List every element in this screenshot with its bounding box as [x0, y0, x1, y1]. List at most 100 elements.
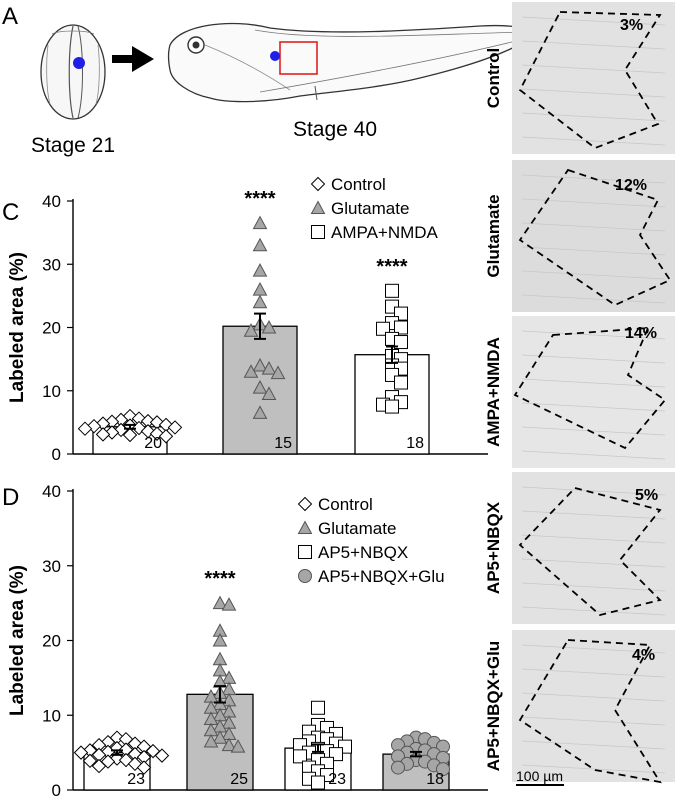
micrograph-percent: 4%: [632, 647, 655, 664]
legend-marker: [297, 520, 313, 535]
bar-group-1: 20: [77, 408, 183, 455]
legend-label: AP5+NBQX+Glu: [318, 567, 445, 586]
bar-group-3: 18 ****: [354, 256, 430, 455]
texture-line: [521, 64, 666, 74]
n-label: 15: [274, 435, 292, 452]
texture-line: [521, 402, 666, 412]
texture-line: [521, 582, 666, 592]
texture-line: [521, 330, 666, 340]
micrograph-percent: 14%: [625, 325, 657, 342]
data-point: [212, 595, 228, 610]
legend-label: Control: [331, 175, 386, 194]
data-point: [252, 294, 268, 309]
data-point: [436, 762, 450, 777]
texture-line: [521, 644, 666, 654]
legend-marker: [298, 545, 312, 559]
stage-40-label: Stage 40: [293, 118, 377, 141]
y-tick-label: 20: [42, 632, 61, 651]
n-label: 23: [127, 771, 145, 788]
micrograph-label: Glutamate: [484, 194, 503, 277]
micrograph-label: AP5+NBQX+Glu: [484, 641, 503, 771]
micrograph-percent: 5%: [635, 487, 658, 504]
region-outline: [513, 326, 667, 450]
micrograph-label: Control: [484, 48, 503, 108]
y-tick-label: 0: [52, 445, 61, 464]
region-box: [279, 41, 318, 75]
micrograph-1: 3% Control: [484, 2, 675, 154]
micrograph-2: 12% Glutamate: [484, 160, 675, 312]
data-point: [243, 323, 259, 337]
texture-line: [521, 668, 666, 678]
legend-label: Glutamate: [331, 199, 409, 218]
data-point: [252, 405, 268, 419]
data-point: [158, 429, 174, 444]
data-point: [270, 365, 286, 380]
bar-group-2: 25 ****: [186, 568, 254, 791]
texture-line: [521, 222, 666, 232]
legend-marker: [297, 496, 313, 512]
legend-label: AMPA+NMDA: [331, 223, 439, 242]
data-point: [77, 421, 93, 436]
micrograph-4: 5% AP5+NBQX: [484, 472, 675, 624]
data-point: [91, 758, 107, 774]
micrograph-image: [512, 2, 675, 154]
texture-line: [521, 534, 666, 544]
bar-group-4: 18: [382, 730, 450, 791]
significance-stars: ****: [376, 256, 407, 278]
region-outline: [518, 486, 662, 616]
y-tick-label: 30: [42, 255, 61, 274]
data-point: [252, 215, 268, 230]
texture-line: [521, 198, 666, 208]
y-tick-label: 10: [42, 706, 61, 725]
injection-dot-tadpole: [270, 51, 280, 61]
micrograph-3: 14% AMPA+NMDA: [484, 316, 675, 468]
data-point: [73, 745, 89, 760]
texture-line: [521, 740, 666, 750]
data-point: [243, 364, 259, 378]
data-point: [394, 320, 408, 335]
micrograph-image: [512, 316, 675, 468]
panel-letter-d: D: [2, 484, 19, 511]
legend: Control Glutamate AP5+NBQX AP5+NBQX+Glu: [297, 495, 445, 586]
data-point: [261, 361, 277, 375]
n-label: 18: [406, 435, 424, 452]
data-point: [252, 380, 268, 394]
micrograph-percent: 3%: [620, 17, 643, 34]
region-outline: [518, 639, 662, 784]
bar-group-2: 15 ****: [222, 188, 298, 455]
data-point: [167, 420, 183, 435]
n-label: 20: [144, 435, 162, 452]
y-tick-label: 30: [42, 557, 61, 576]
data-point: [82, 753, 98, 769]
data-point: [385, 399, 399, 414]
stage-40-tadpole-drawing: [167, 22, 533, 103]
data-point: [95, 427, 111, 442]
panel-b: B 3%Control12%Glutamate14%AMPA+NMDA5%AP5…: [484, 2, 675, 786]
legend-label: Glutamate: [318, 519, 396, 538]
data-point: [394, 375, 408, 390]
panel-letter-a: A: [2, 3, 18, 30]
stage-21-embryo-drawing: [40, 24, 106, 120]
data-point: [212, 632, 228, 647]
y-axis-title: Labeled area (%): [7, 565, 28, 716]
data-point: [261, 386, 277, 400]
data-point: [122, 427, 138, 443]
legend-label: AP5+NBQX: [318, 543, 408, 562]
data-point: [221, 737, 237, 752]
data-point: [203, 733, 219, 748]
y-tick-label: 20: [42, 319, 61, 338]
legend-marker: [311, 225, 325, 239]
texture-line: [521, 510, 666, 520]
data-point: [252, 281, 268, 296]
data-point: [293, 749, 307, 764]
injection-dot: [73, 57, 85, 69]
data-point: [311, 775, 325, 790]
legend: Control Glutamate AMPA+NMDA: [310, 175, 439, 242]
data-point: [311, 700, 325, 715]
texture-line: [521, 764, 666, 774]
stage-21-label: Stage 21: [31, 134, 115, 157]
micrograph-label: AP5+NBQX: [484, 501, 503, 594]
data-point: [252, 357, 268, 372]
micrograph-image: [512, 630, 675, 782]
